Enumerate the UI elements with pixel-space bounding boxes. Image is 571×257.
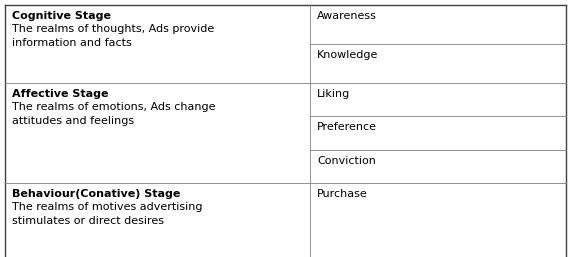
Text: Liking: Liking — [317, 89, 350, 99]
Text: Affective Stage: Affective Stage — [12, 89, 108, 99]
Text: The realms of emotions, Ads change
attitudes and feelings: The realms of emotions, Ads change attit… — [12, 102, 215, 126]
Text: Conviction: Conviction — [317, 156, 376, 166]
Text: Knowledge: Knowledge — [317, 50, 379, 60]
Text: Cognitive Stage: Cognitive Stage — [12, 11, 111, 21]
Text: Preference: Preference — [317, 122, 377, 132]
Text: Behaviour(Conative) Stage: Behaviour(Conative) Stage — [12, 189, 180, 199]
Text: The realms of motives advertising
stimulates or direct desires: The realms of motives advertising stimul… — [12, 202, 203, 226]
Text: The realms of thoughts, Ads provide
information and facts: The realms of thoughts, Ads provide info… — [12, 24, 214, 48]
Text: Purchase: Purchase — [317, 189, 368, 199]
Text: Awareness: Awareness — [317, 11, 377, 21]
